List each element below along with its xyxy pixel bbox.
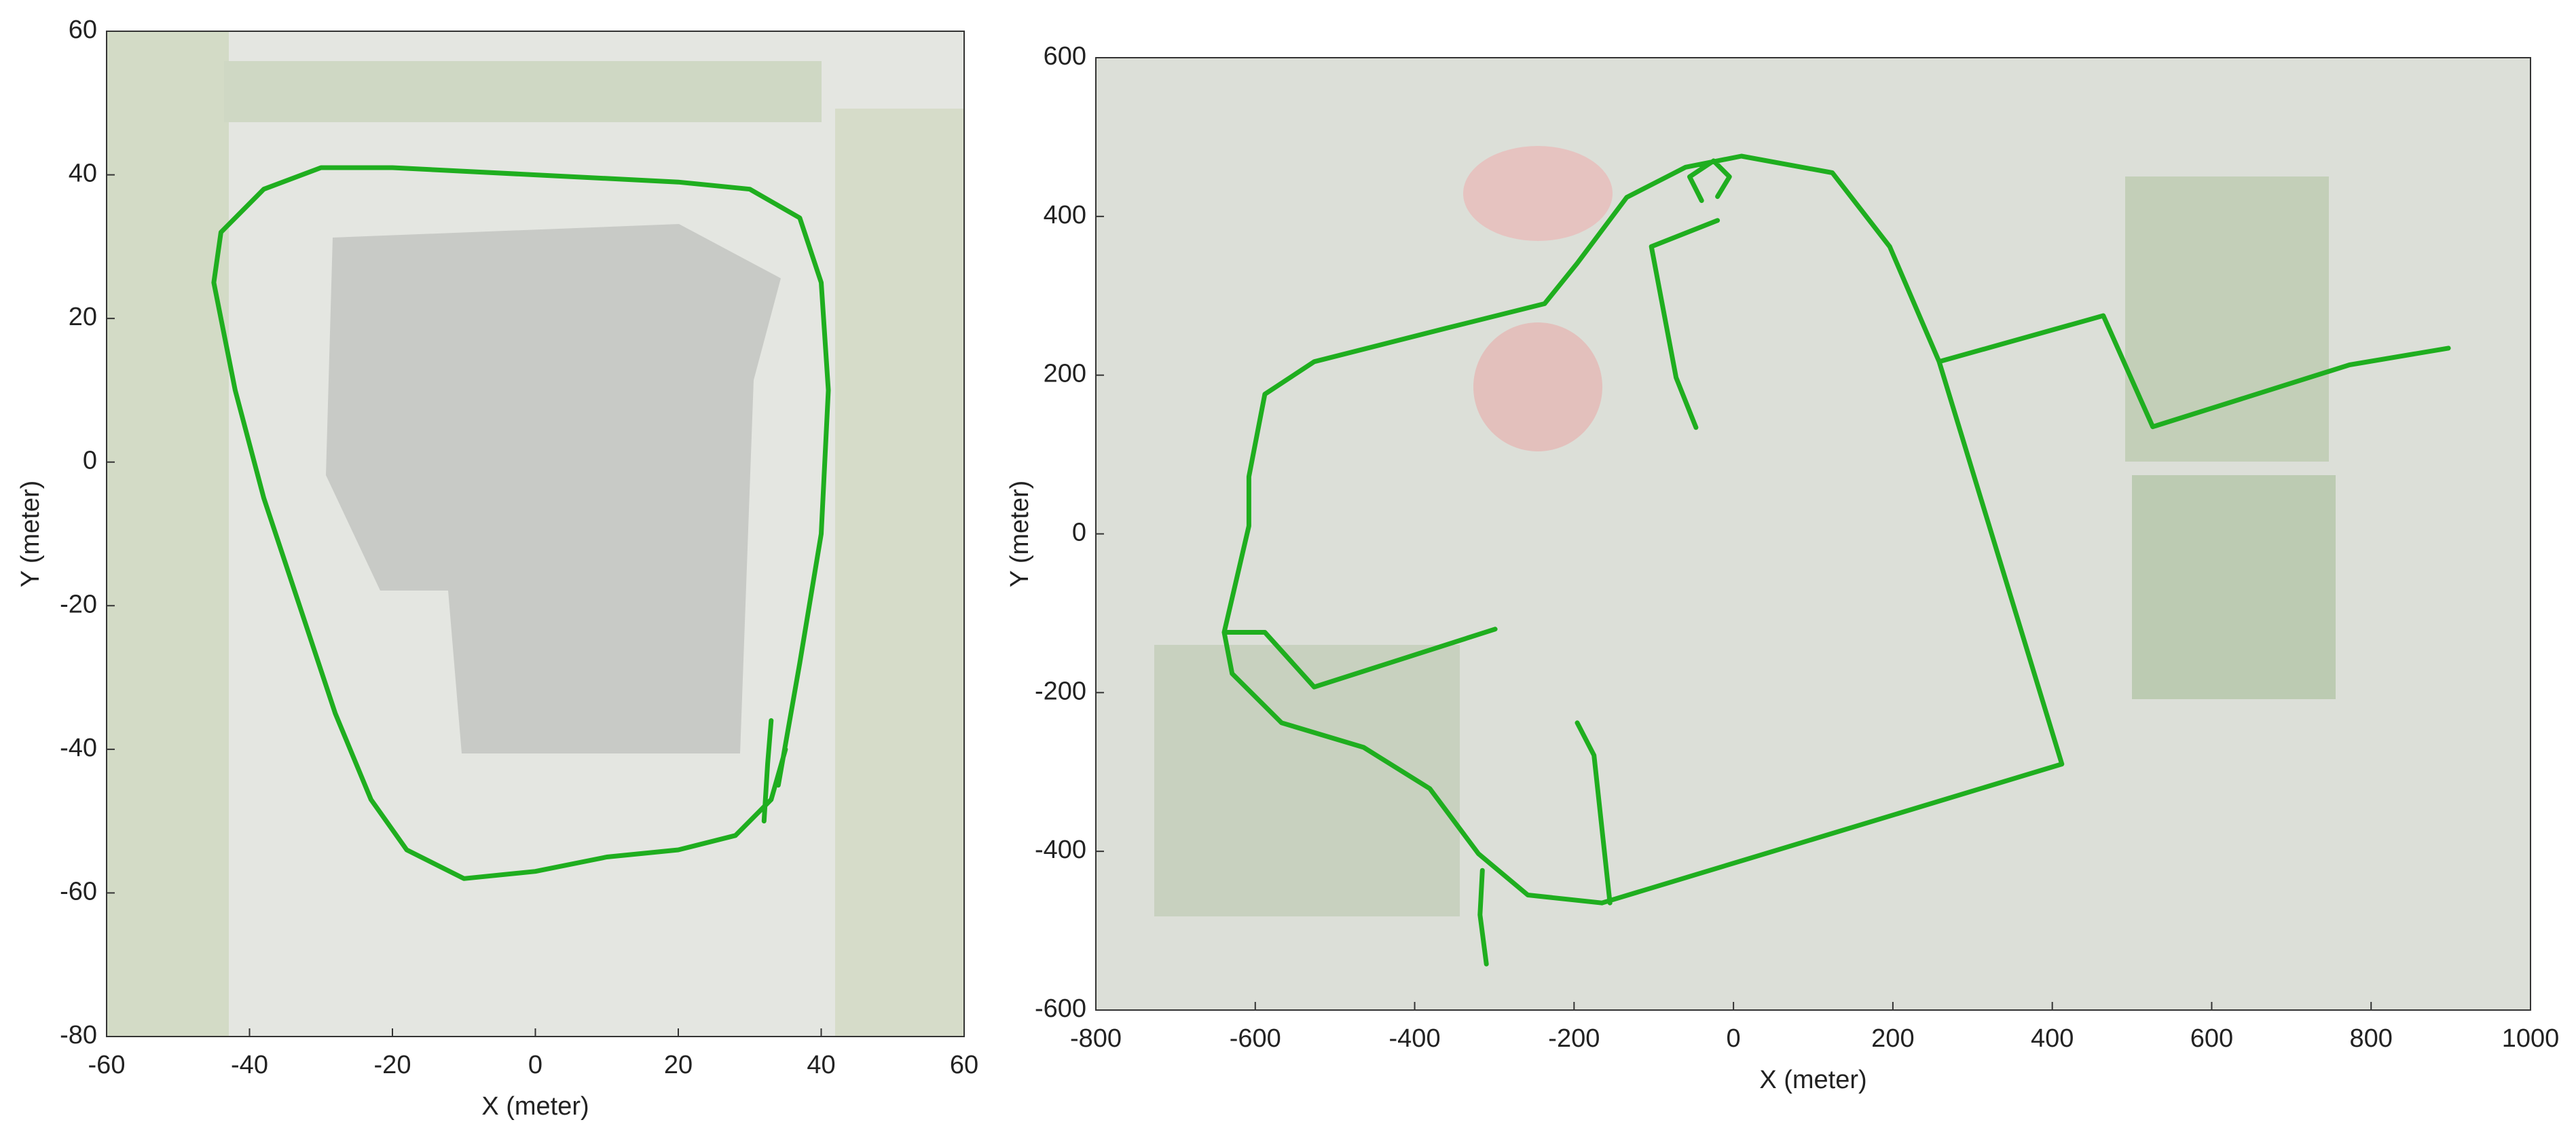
y-tick-label: 60 (69, 16, 97, 44)
x-tick-label: 600 (2190, 1024, 2233, 1053)
x-tick-label: 0 (1727, 1024, 1741, 1053)
x-tick-label: -400 (1389, 1024, 1441, 1053)
x-tick-label: 400 (2031, 1024, 2074, 1053)
y-tick-label: -80 (60, 1021, 97, 1049)
x-tick-label: 800 (2350, 1024, 2393, 1053)
y-tick-label: -200 (1035, 677, 1086, 705)
y-tick-label: -60 (60, 877, 97, 906)
x-axis-label: X (meter) (481, 1092, 589, 1121)
y-axis-label: Y (meter) (16, 481, 45, 588)
y-tick-label: -400 (1035, 836, 1086, 864)
satellite-left (107, 31, 964, 1037)
y-tick-label: 600 (1044, 42, 1086, 71)
x-tick-label: 200 (1871, 1024, 1914, 1053)
trajectory (1221, 153, 2451, 967)
y-axis-label: Y (meter) (1006, 481, 1034, 588)
y-tick-label: 40 (69, 160, 97, 188)
x-tick-label: 20 (664, 1051, 693, 1079)
x-tick-label: 0 (528, 1051, 542, 1079)
satellite-right (1096, 58, 2531, 1010)
x-tick-label: 1000 (2502, 1024, 2560, 1053)
x-tick-label: 40 (807, 1051, 835, 1079)
x-tick-label: -40 (231, 1051, 268, 1079)
y-tick-label: 0 (83, 447, 97, 475)
y-tick-label: 20 (69, 303, 97, 331)
x-tick-label: -20 (374, 1051, 411, 1079)
x-tick-label: -200 (1548, 1024, 1600, 1053)
y-tick-label: 400 (1044, 201, 1086, 229)
y-tick-label: -20 (60, 590, 97, 618)
axes-frame (106, 31, 965, 1037)
x-tick-label: -60 (88, 1051, 126, 1079)
y-tick-label: 0 (1072, 519, 1086, 547)
x-axis-label: X (meter) (1759, 1066, 1866, 1094)
trajectory (211, 165, 831, 881)
x-tick-label: -800 (1070, 1024, 1122, 1053)
axes-frame (1095, 57, 2531, 1011)
y-tick-label: -40 (60, 734, 97, 762)
y-tick-label: -600 (1035, 994, 1086, 1023)
x-tick-label: -600 (1230, 1024, 1281, 1053)
y-tick-label: 200 (1044, 360, 1086, 388)
x-tick-label: 60 (950, 1051, 978, 1079)
